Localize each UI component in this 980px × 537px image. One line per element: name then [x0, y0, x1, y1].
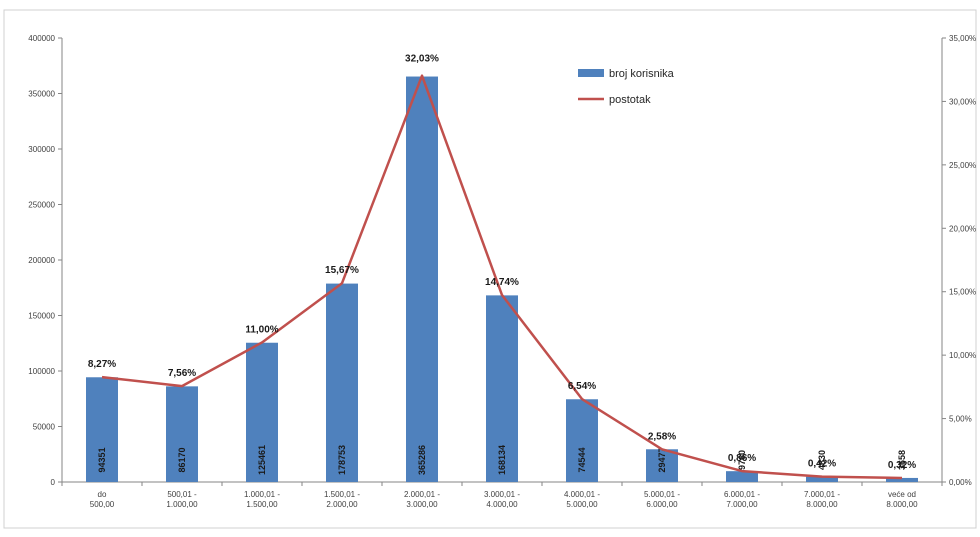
category-label: 1.000,01 - — [244, 490, 280, 499]
y-left-tick-label: 400000 — [28, 34, 55, 43]
bar — [486, 295, 518, 482]
y-right-tick-label: 15,00% — [949, 288, 976, 297]
bar — [166, 386, 198, 482]
percentage-label: 6,54% — [568, 381, 596, 392]
bar — [566, 399, 598, 482]
bar — [886, 477, 918, 482]
bar-value-label: 125461 — [257, 445, 267, 475]
percentage-label: 11,00% — [245, 324, 278, 335]
category-label: 2.000,00 — [326, 500, 358, 509]
bar-value-label: 74544 — [577, 447, 587, 472]
category-label: 5.000,01 - — [644, 490, 680, 499]
bar — [726, 471, 758, 482]
y-left-tick-label: 200000 — [28, 256, 55, 265]
y-right-tick-label: 35,00% — [949, 34, 976, 43]
y-right-tick-label: 5,00% — [949, 415, 972, 424]
bar — [806, 476, 838, 482]
percentage-label: 14,74% — [485, 277, 519, 288]
category-label: 6.000,01 - — [724, 490, 760, 499]
percentage-line — [101, 74, 903, 480]
category-label: 8.000,00 — [806, 500, 838, 509]
percentage-labels: 8,27% 7,56% 11,00% 15,67% 32,03% 14,74% 6,54% 2… — [88, 54, 916, 471]
category-label: 7.000,01 - — [804, 490, 840, 499]
y-left-tick-label: 150000 — [28, 312, 55, 321]
legend: broj korisnika postotak — [578, 68, 675, 106]
y-left-tick-label: 50000 — [33, 423, 56, 432]
bar-value-label: 365286 — [417, 445, 427, 475]
category-label: veće od — [888, 490, 916, 499]
category-label: 1.500,01 - — [324, 490, 360, 499]
category-label: 500,00 — [90, 500, 115, 509]
bar-value-label: 9760 — [737, 450, 747, 470]
y-left-tick-label: 300000 — [28, 145, 55, 154]
category-label: 3.000,00 — [406, 500, 438, 509]
category-label: do — [98, 490, 107, 499]
legend-label-line: postotak — [609, 94, 651, 106]
percentage-label: 32,03% — [405, 54, 439, 65]
bar-value-label: 29477 — [657, 447, 667, 472]
percentage-label: 0,86% — [728, 453, 756, 464]
y-left-tick-label: 100000 — [28, 367, 55, 376]
bar — [646, 449, 678, 482]
bar-value-label: 86170 — [177, 447, 187, 472]
percentage-label: 8,27% — [88, 359, 116, 370]
legend-label-bar: broj korisnika — [609, 68, 675, 80]
percentage-label: 0,42% — [808, 459, 836, 470]
y-left-tick-label: 0 — [51, 478, 56, 487]
percentage-label: 7,56% — [168, 368, 196, 379]
category-label: 1.000,00 — [166, 500, 198, 509]
legend-swatch-bar — [578, 69, 604, 77]
category-label: 8.000,00 — [886, 500, 918, 509]
bar-value-labels: 94351 86170 125461 178753 365286 168134 74544 2… — [97, 445, 907, 475]
y-right-tick-label: 0,00% — [949, 478, 972, 487]
y-left-tick-label: 250000 — [28, 201, 55, 210]
category-label: 7.000,00 — [726, 500, 758, 509]
y-right-tick-label: 10,00% — [949, 351, 976, 360]
bar — [326, 283, 358, 482]
category-label: 1.500,00 — [246, 500, 278, 509]
percentage-label: 0,32% — [888, 460, 916, 471]
y-right-tick-label: 20,00% — [949, 224, 976, 233]
category-label: 500,01 - — [167, 490, 197, 499]
percentage-label: 2,58% — [648, 431, 676, 442]
category-label: 5.000,00 — [566, 500, 598, 509]
bar — [86, 377, 118, 482]
bar-value-label: 168134 — [497, 445, 507, 475]
bar-value-label: 94351 — [97, 447, 107, 472]
bar — [246, 342, 278, 482]
bar — [406, 76, 438, 483]
percentage-label: 15,67% — [325, 265, 359, 276]
bars — [86, 76, 918, 483]
bar-value-label: 178753 — [337, 445, 347, 475]
category-label: 4.000,01 - — [564, 490, 600, 499]
y-right-tick-label: 30,00% — [949, 97, 976, 106]
y-right-tick-label: 25,00% — [949, 161, 976, 170]
category-label: 4.000,00 — [486, 500, 518, 509]
bar-value-label: 3658 — [897, 450, 907, 470]
category-label: 6.000,00 — [646, 500, 678, 509]
category-label: 2.000,01 - — [404, 490, 440, 499]
category-label: 3.000,01 - — [484, 490, 520, 499]
axes: 0 50000 100000 150000 200000 250000 300000 3500… — [28, 34, 976, 487]
y-left-tick-label: 350000 — [28, 90, 55, 99]
percentage-polyline — [101, 74, 903, 480]
bar-value-label: 4830 — [817, 450, 827, 470]
